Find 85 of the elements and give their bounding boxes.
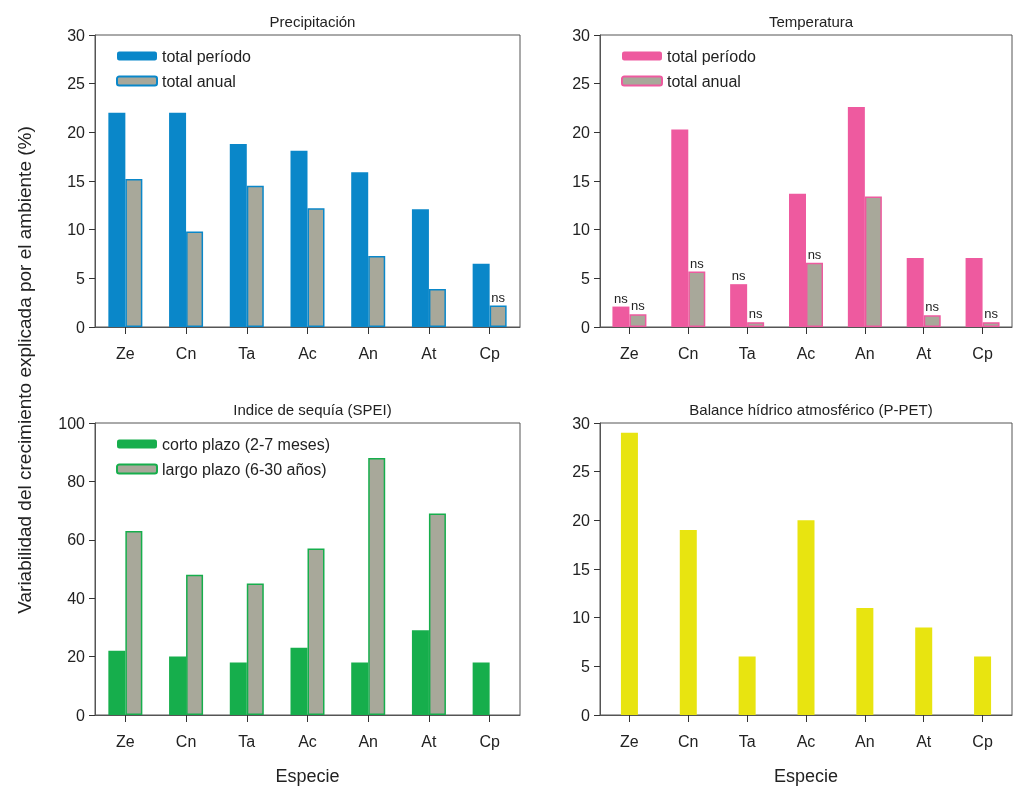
x-tick-label: An — [358, 344, 378, 362]
x-tick-label: An — [855, 732, 875, 750]
x-tick-label: Ac — [796, 732, 816, 750]
chart-title: Temperatura — [768, 13, 854, 30]
y-tick-label: 10 — [572, 221, 591, 239]
x-tick-label: At — [916, 344, 932, 362]
chart-title: Indice de sequía (SPEI) — [233, 401, 392, 418]
y-tick-label: 20 — [572, 123, 591, 141]
legend-label: corto plazo (2-7 meses) — [162, 435, 331, 453]
bar — [472, 662, 490, 715]
legend-label: total período — [667, 47, 757, 65]
y-tick-label: 20 — [67, 123, 86, 141]
annotation: ns — [807, 246, 822, 262]
y-tick-label: 15 — [572, 560, 591, 578]
x-tick-label: At — [421, 344, 438, 362]
y-tick-label: 15 — [67, 172, 86, 190]
x-tick-label: Cn — [678, 344, 699, 362]
x-tick-label: Cn — [175, 732, 197, 750]
y-tick-label: 0 — [581, 318, 591, 336]
x-tick-label: At — [916, 732, 932, 750]
y-tick-label: 0 — [581, 706, 591, 724]
x-tick-label: Ac — [298, 732, 317, 750]
x-tick-label: Ta — [738, 732, 756, 750]
legend-label: total período — [162, 47, 252, 65]
bar — [856, 607, 874, 715]
x-tick-label: Cp — [479, 344, 500, 362]
x-axis-title: Especie — [275, 766, 340, 786]
annotation: ns — [631, 298, 646, 314]
x-tick-label: Ta — [238, 344, 256, 362]
y-tick-label: 40 — [67, 589, 86, 607]
x-tick-label: Cp — [972, 732, 993, 750]
annotation: ns — [925, 299, 940, 315]
y-tick-label: 100 — [58, 414, 86, 432]
x-tick-label: Ac — [298, 344, 317, 362]
x-tick-label: Cn — [175, 344, 197, 362]
annotation: ns — [731, 268, 747, 284]
x-tick-label: Cn — [678, 732, 699, 750]
x-tick-label: Ze — [116, 344, 135, 362]
x-tick-label: An — [358, 732, 378, 750]
x-tick-label: Ta — [738, 344, 756, 362]
annotation: ns — [984, 306, 999, 322]
bar — [797, 520, 815, 715]
legend-label: total anual — [667, 72, 741, 90]
y-tick-label: 20 — [572, 511, 591, 529]
chart-title: Precipitación — [269, 13, 356, 30]
y-tick-label: 25 — [572, 463, 591, 481]
annotation: ns — [748, 306, 764, 322]
y-tick-label: 25 — [572, 75, 591, 93]
x-axis-title: Especie — [773, 766, 839, 786]
bar — [915, 627, 933, 715]
bar — [974, 656, 992, 715]
y-tick-label: 5 — [76, 269, 86, 287]
y-tick-label: 60 — [67, 531, 86, 549]
y-tick-label: 30 — [67, 26, 86, 44]
y-tick-label: 80 — [67, 472, 86, 490]
y-tick-label: 20 — [67, 648, 86, 666]
x-tick-label: Ze — [620, 344, 639, 362]
y-tick-label: 5 — [581, 657, 591, 675]
x-tick-label: At — [421, 732, 438, 750]
y-tick-label: 30 — [572, 26, 591, 44]
y-tick-label: 15 — [572, 172, 591, 190]
chart-title: Balance hídrico atmosférico (P-PET) — [689, 401, 933, 418]
x-tick-label: Ta — [238, 732, 256, 750]
x-tick-label: Ze — [620, 732, 639, 750]
legend-label: largo plazo (6-30 años) — [162, 460, 327, 478]
y-tick-label: 10 — [572, 609, 591, 627]
legend-label: total anual — [162, 72, 236, 90]
annotation: ns — [614, 290, 629, 306]
x-tick-label: Cp — [479, 732, 500, 750]
y-axis-title: Variabilidad del crecimiento explicada por el ambiente (%) — [14, 126, 36, 614]
y-tick-label: 0 — [76, 706, 86, 724]
y-tick-label: 5 — [581, 269, 591, 287]
y-tick-label: 25 — [67, 75, 86, 93]
y-tick-label: 10 — [67, 221, 86, 239]
bar — [738, 656, 756, 715]
annotation: ns — [491, 289, 506, 305]
bar — [620, 432, 638, 715]
x-tick-label: Ze — [116, 732, 135, 750]
x-tick-label: An — [855, 344, 875, 362]
y-tick-label: 30 — [572, 414, 591, 432]
x-tick-label: Ac — [796, 344, 816, 362]
annotation: ns — [689, 255, 705, 271]
y-tick-label: 0 — [76, 318, 86, 336]
x-tick-label: Cp — [972, 344, 993, 362]
bar — [679, 530, 697, 715]
